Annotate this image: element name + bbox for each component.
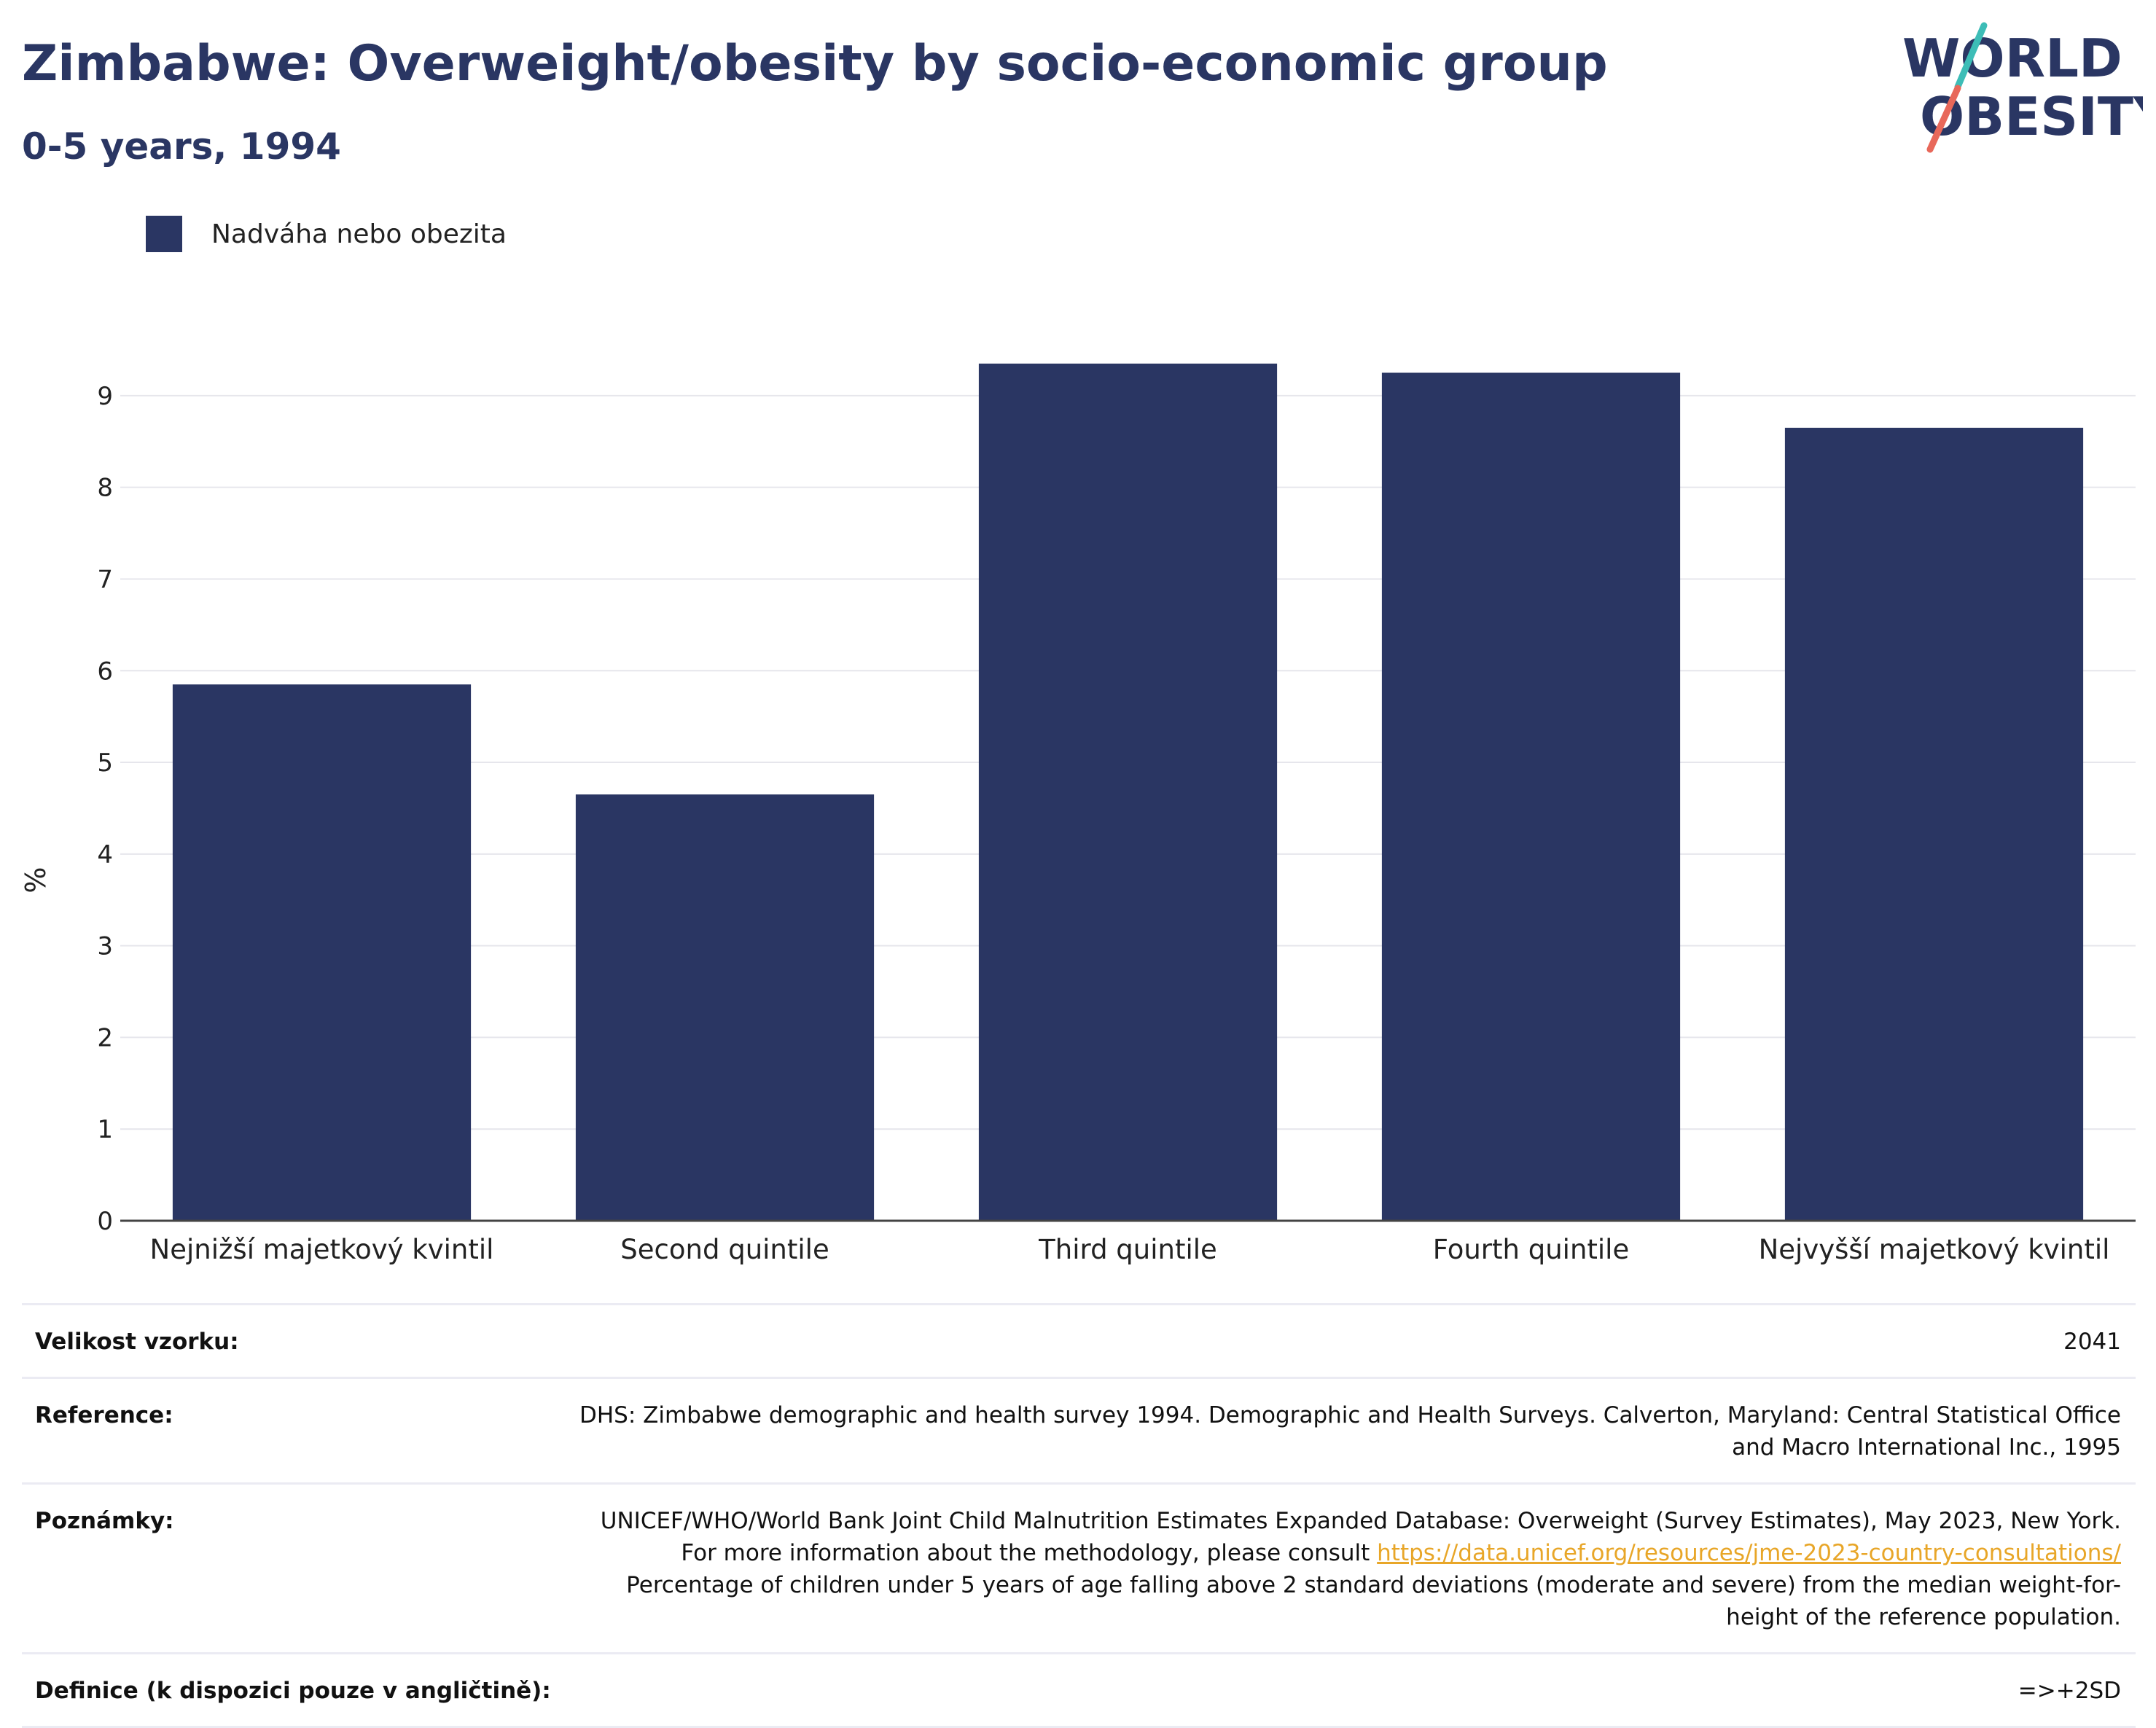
y-tick-label-1: 1	[97, 1115, 113, 1144]
x-tick-label-2: Third quintile	[1038, 1234, 1217, 1265]
x-tick-label-0: Nejnižší majetkový kvintil	[150, 1234, 494, 1265]
axes: 0 1 2 3 4 5 6 7 8 9 Nejnižší majetkový kvintil Seco…	[97, 382, 2136, 1265]
bar-chart: 0 1 2 3 4 5 6 7 8 9 Nejnižší majetkový kvintil Seco…	[20, 363, 2136, 1265]
y-tick-label-3: 3	[97, 932, 113, 961]
y-tick-label-2: 2	[97, 1023, 113, 1052]
legend-swatch	[146, 216, 182, 252]
x-tick-label-1: Second quintile	[620, 1234, 829, 1265]
legend-label: Nadváha nebo obezita	[211, 219, 507, 249]
notes-text-2: Percentage of children under 5 years of …	[626, 1572, 2121, 1630]
info-row-sample: Velikost vzorku: 2041	[22, 1303, 2136, 1377]
sample-size-value: 2041	[2063, 1329, 2121, 1355]
info-table: Velikost vzorku: 2041 Reference: DHS: Zi…	[22, 1303, 2136, 1728]
y-tick-label-4: 4	[97, 840, 113, 869]
y-axis-label: %	[20, 867, 52, 893]
y-tick-label-6: 6	[97, 657, 113, 686]
y-tick-label-7: 7	[97, 565, 113, 594]
chart-title: Zimbabwe: Overweight/obesity by socio-ec…	[22, 35, 1608, 93]
notes-text-1: UNICEF/WHO/World Bank Joint Child Malnut…	[600, 1508, 2121, 1566]
sample-size-label: Velikost vzorku:	[35, 1329, 239, 1355]
info-row-reference: Reference: DHS: Zimbabwe demographic and…	[22, 1377, 2136, 1482]
methodology-link[interactable]: https://data.unicef.org/resources/jme-20…	[1377, 1540, 2121, 1566]
y-tick-label-8: 8	[97, 474, 113, 503]
bar-4[interactable]	[1784, 427, 2084, 1221]
bar-0[interactable]	[172, 684, 472, 1221]
reference-value: DHS: Zimbabwe demographic and health sur…	[579, 1402, 2121, 1461]
info-row-definition: Definice (k dispozici pouze v angličtině…	[22, 1652, 2136, 1728]
x-tick-label-3: Fourth quintile	[1433, 1234, 1629, 1265]
y-tick-label-5: 5	[97, 748, 113, 778]
bars	[172, 363, 2084, 1221]
x-tick-label-4: Nejvyšší majetkový kvintil	[1759, 1234, 2110, 1265]
world-obesity-logo: WORLD OBESITY	[1902, 22, 2143, 153]
notes-label: Poznámky:	[35, 1508, 174, 1534]
chart-legend[interactable]: Nadváha nebo obezita	[146, 216, 507, 252]
y-tick-label-9: 9	[97, 382, 113, 411]
notes-value: UNICEF/WHO/World Bank Joint Child Malnut…	[569, 1505, 2121, 1633]
reference-label: Reference:	[35, 1402, 173, 1428]
logo-slash-coral	[1926, 85, 1961, 153]
bar-1[interactable]	[575, 794, 875, 1221]
info-row-notes: Poznámky: UNICEF/WHO/World Bank Joint Ch…	[22, 1482, 2136, 1652]
definition-value: =>+2SD	[2018, 1678, 2121, 1704]
logo-text-world: WORLD	[1902, 28, 2122, 89]
logo-slash-teal	[1954, 22, 1988, 90]
bar-3[interactable]	[1381, 372, 1681, 1221]
y-tick-label-0: 0	[97, 1207, 113, 1236]
chart-subtitle: 0-5 years, 1994	[22, 125, 341, 168]
definition-label: Definice (k dispozici pouze v angličtině…	[35, 1678, 551, 1704]
bar-2[interactable]	[978, 363, 1278, 1221]
